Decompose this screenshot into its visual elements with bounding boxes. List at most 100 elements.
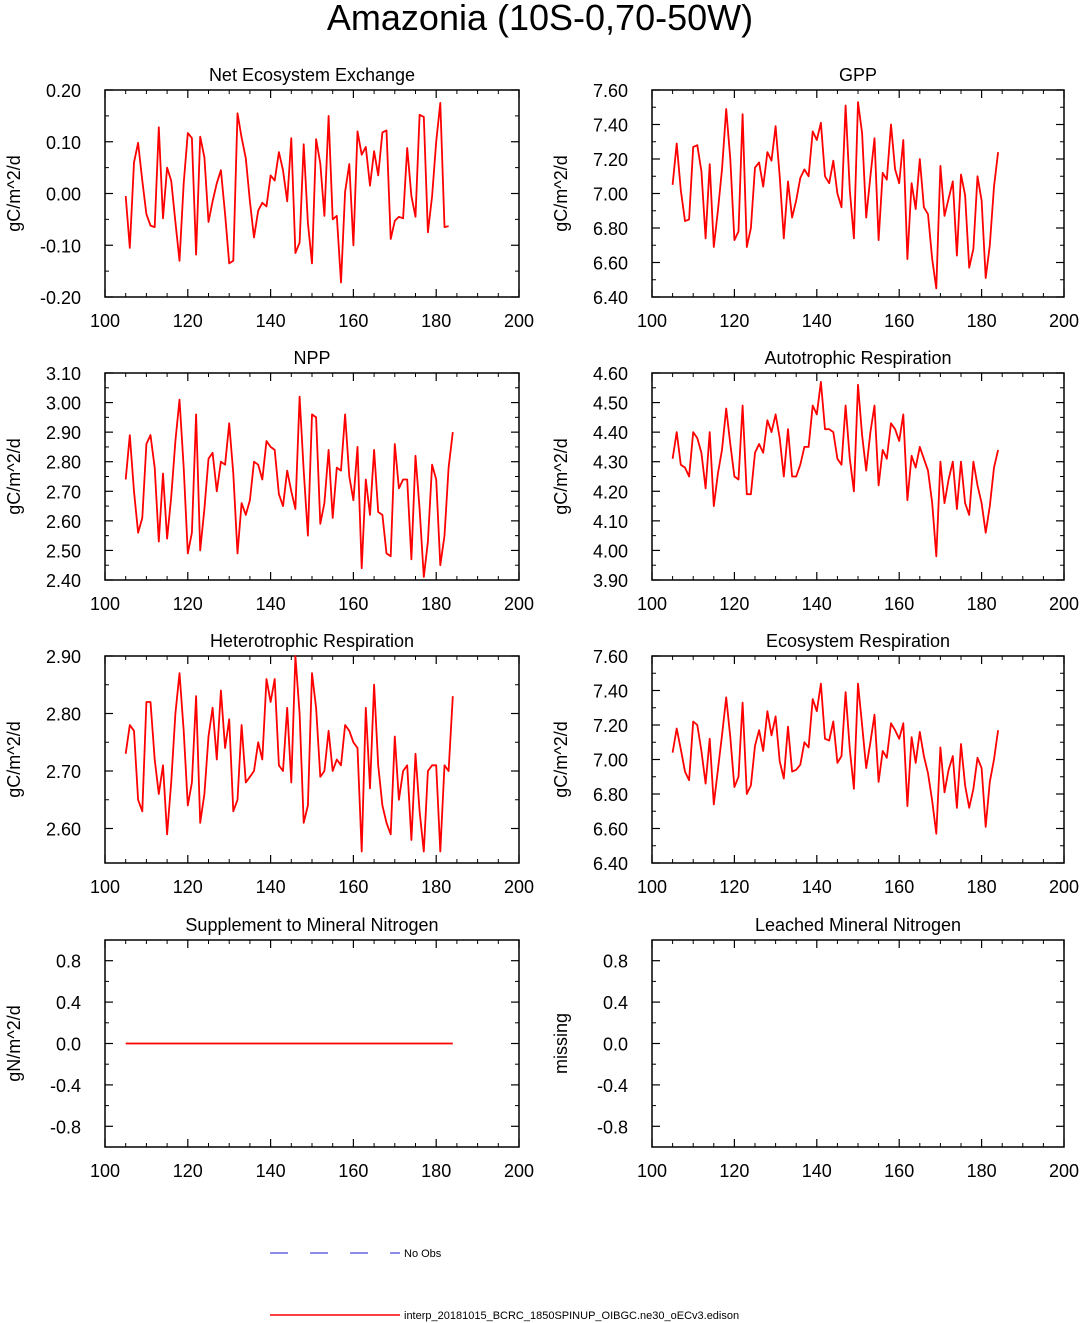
- x-tick-label: 120: [719, 594, 749, 614]
- series-line-model: [124, 655, 454, 853]
- y-tick-label: 0.10: [46, 133, 81, 153]
- x-tick-label: 120: [719, 1161, 749, 1181]
- y-tick-label: 4.40: [593, 423, 628, 443]
- x-tick-label: 160: [338, 1161, 368, 1181]
- x-tick-label: 180: [421, 877, 451, 897]
- y-tick-label: -0.20: [40, 288, 81, 308]
- y-tick-label: 6.60: [593, 820, 628, 840]
- y-tick-label: 2.60: [46, 820, 81, 840]
- y-tick-label: 7.40: [593, 116, 628, 136]
- y-tick-label: 2.90: [46, 423, 81, 443]
- x-tick-label: 100: [637, 1161, 667, 1181]
- panel-title: Ecosystem Respiration: [766, 631, 950, 651]
- y-axis-label: gC/m^2/d: [4, 721, 24, 797]
- x-tick-label: 140: [802, 1161, 832, 1181]
- y-tick-label: 2.70: [46, 762, 81, 782]
- x-tick-label: 140: [256, 1161, 286, 1181]
- x-tick-label: 160: [884, 594, 914, 614]
- y-tick-label: -0.8: [597, 1117, 628, 1137]
- x-tick-label: 140: [256, 594, 286, 614]
- x-tick-label: 160: [338, 877, 368, 897]
- panel-title: Heterotrophic Respiration: [210, 631, 414, 651]
- x-tick-label: 200: [1049, 877, 1079, 897]
- legend-obs-label: No Obs: [404, 1248, 442, 1260]
- y-tick-label: -0.4: [597, 1076, 628, 1096]
- panel-gpp: GPP gC/m^2/d 100 120 140 160 180 200 6.40 6.60 6.8…: [551, 65, 1079, 331]
- y-axis-label: missing: [551, 1013, 571, 1074]
- x-tick-label: 180: [967, 311, 997, 331]
- x-tick-label: 140: [802, 877, 832, 897]
- series-line-model: [124, 102, 449, 284]
- x-tick-label: 140: [256, 877, 286, 897]
- panel-hr: Heterotrophic Respiration gC/m^2/d 100 120 1…: [4, 631, 534, 897]
- x-tick-label: 200: [1049, 1161, 1079, 1181]
- figure-title: Amazonia (10S-0,70-50W): [327, 0, 753, 38]
- y-tick-label: 7.20: [593, 716, 628, 736]
- y-tick-label: 0.4: [56, 993, 81, 1013]
- y-tick-label: 6.60: [593, 254, 628, 274]
- x-tick-label: 140: [802, 594, 832, 614]
- x-tick-label: 200: [504, 1161, 534, 1181]
- series-line-model: [671, 101, 999, 290]
- y-tick-label: 3.00: [46, 394, 81, 414]
- legend-model-label: interp_20181015_BCRC_1850SPINUP_OIBGC.ne…: [404, 1310, 739, 1322]
- y-tick-label: -0.4: [50, 1076, 81, 1096]
- y-axis-label: gC/m^2/d: [4, 438, 24, 514]
- plot-frame: [104, 372, 520, 581]
- y-tick-label: 2.80: [46, 705, 81, 725]
- x-tick-label: 140: [802, 311, 832, 331]
- legend: No Obs interp_20181015_BCRC_1850SPINUP_O…: [270, 1248, 739, 1322]
- panel-title: NPP: [293, 348, 330, 368]
- panel-title: Net Ecosystem Exchange: [209, 65, 415, 85]
- y-tick-label: 0.8: [603, 952, 628, 972]
- y-tick-label: 7.00: [593, 751, 628, 771]
- y-tick-label: 2.60: [46, 512, 81, 532]
- x-tick-label: 160: [884, 877, 914, 897]
- x-tick-label: 180: [421, 1161, 451, 1181]
- x-tick-label: 120: [719, 311, 749, 331]
- y-axis-label: gC/m^2/d: [551, 155, 571, 231]
- y-tick-label: 0.00: [46, 185, 81, 205]
- y-tick-label: 4.00: [593, 541, 628, 561]
- x-tick-label: 100: [637, 594, 667, 614]
- y-tick-label: -0.8: [50, 1117, 81, 1137]
- y-tick-label: 4.50: [593, 394, 628, 414]
- y-axis-label: gC/m^2/d: [4, 155, 24, 231]
- x-tick-label: 120: [173, 1161, 203, 1181]
- x-tick-label: 180: [421, 311, 451, 331]
- y-tick-label: 0.20: [46, 81, 81, 101]
- panel-nee: Net Ecosystem Exchange gC/m^2/d 100 120 140 1…: [4, 65, 534, 331]
- x-tick-label: 100: [637, 311, 667, 331]
- y-tick-label: 4.30: [593, 453, 628, 473]
- panel-title: GPP: [839, 65, 877, 85]
- x-tick-label: 120: [173, 311, 203, 331]
- x-tick-label: 100: [90, 311, 120, 331]
- y-tick-label: 6.40: [593, 288, 628, 308]
- series-line-model: [671, 682, 999, 835]
- y-tick-label: 7.60: [593, 647, 628, 667]
- y-tick-label: 2.50: [46, 541, 81, 561]
- y-tick-label: 7.40: [593, 682, 628, 702]
- y-axis-label: gN/m^2/d: [4, 1005, 24, 1081]
- x-tick-label: 180: [421, 594, 451, 614]
- y-tick-label: 7.00: [593, 185, 628, 205]
- y-axis-label: gC/m^2/d: [551, 438, 571, 514]
- y-tick-label: 4.60: [593, 364, 628, 384]
- y-tick-label: 0.4: [603, 993, 628, 1013]
- plot-frame: [104, 89, 520, 298]
- x-tick-label: 180: [967, 594, 997, 614]
- x-tick-label: 180: [967, 1161, 997, 1181]
- x-tick-label: 200: [504, 311, 534, 331]
- x-tick-label: 120: [173, 877, 203, 897]
- x-tick-label: 120: [719, 877, 749, 897]
- series-line-model: [671, 380, 999, 558]
- panel-npp: NPP gC/m^2/d 100 120 140 160 180 200 2.40 2.50 2.6…: [4, 348, 534, 614]
- panels: Net Ecosystem Exchange gC/m^2/d 100 120 140 1…: [4, 65, 1079, 1181]
- x-tick-label: 160: [338, 594, 368, 614]
- x-tick-label: 100: [90, 594, 120, 614]
- y-tick-label: 0.0: [603, 1035, 628, 1055]
- y-axis-label: gC/m^2/d: [551, 721, 571, 797]
- x-tick-label: 200: [504, 594, 534, 614]
- x-tick-label: 180: [967, 877, 997, 897]
